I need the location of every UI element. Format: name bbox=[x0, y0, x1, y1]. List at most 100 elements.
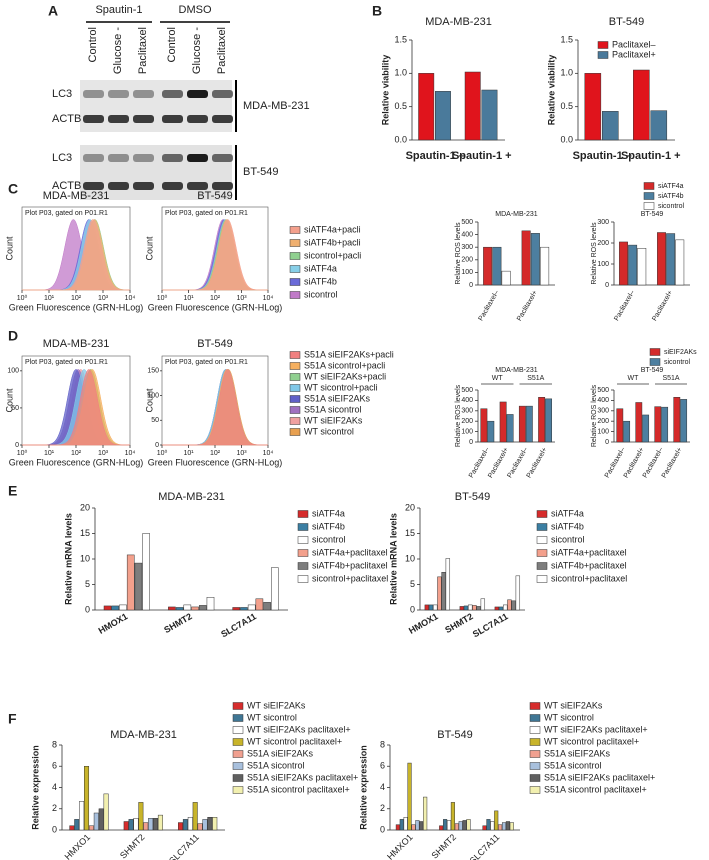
cell-line: BT-549 bbox=[243, 166, 278, 178]
chart-title: BT-549 bbox=[197, 338, 232, 350]
legend-swatch bbox=[297, 575, 309, 583]
legend-label: siATF4b+paclitaxel bbox=[312, 560, 388, 570]
legend-label: WT sicontrol bbox=[247, 712, 297, 722]
blot-band bbox=[133, 90, 154, 98]
legend-label: sicontrol+pacli bbox=[304, 250, 361, 260]
bar bbox=[481, 89, 498, 141]
legend-label: siATF4a bbox=[551, 508, 584, 518]
bar bbox=[482, 825, 487, 831]
bar bbox=[628, 244, 638, 286]
legend-swatch bbox=[232, 738, 244, 746]
y-tick-label: 1.0 bbox=[394, 68, 407, 78]
y-tick-label: 2 bbox=[380, 803, 385, 813]
bar bbox=[79, 801, 85, 831]
bar bbox=[240, 607, 248, 611]
panel-letter: E bbox=[8, 483, 17, 499]
legend-swatch bbox=[529, 786, 541, 794]
group-label: S51A bbox=[662, 375, 679, 382]
histogram bbox=[162, 219, 268, 291]
bar bbox=[103, 605, 112, 611]
y-axis-label: Count bbox=[144, 388, 154, 413]
legend-label: WT siEIF2AKs bbox=[247, 700, 306, 710]
legend-swatch bbox=[232, 702, 244, 710]
legend-label: WT siEIF2AKs+pacli bbox=[304, 371, 386, 381]
legend-swatch bbox=[289, 406, 301, 414]
blot-band bbox=[108, 182, 129, 190]
bar bbox=[480, 598, 486, 611]
bar bbox=[509, 822, 514, 831]
chart-title: BT-549 bbox=[437, 729, 472, 741]
legend-label: siATF4b+pacli bbox=[304, 237, 361, 247]
x-tick-label: 10⁰ bbox=[17, 449, 28, 457]
x-tick-label: 10¹ bbox=[183, 450, 194, 457]
chart-title: BT-549 bbox=[609, 16, 644, 28]
legend-swatch bbox=[232, 726, 244, 734]
bar bbox=[175, 607, 184, 611]
legend-swatch bbox=[289, 351, 301, 359]
bar bbox=[142, 533, 150, 611]
panel-letter: B bbox=[372, 3, 382, 19]
y-tick-label: 0 bbox=[469, 282, 473, 289]
legend-label: WT siEIF2AKs paclitaxel+ bbox=[544, 724, 648, 734]
bar bbox=[187, 817, 193, 831]
y-tick-label: 500 bbox=[597, 387, 609, 394]
bar bbox=[197, 823, 203, 831]
legend-swatch bbox=[232, 774, 244, 782]
bar bbox=[69, 825, 75, 831]
bar bbox=[511, 600, 516, 611]
y-tick-label: 10 bbox=[80, 553, 90, 563]
bar bbox=[439, 825, 444, 831]
bar bbox=[111, 605, 120, 611]
y-tick-label: 20 bbox=[405, 502, 415, 512]
legend-swatch bbox=[232, 750, 244, 758]
legend-swatch bbox=[536, 549, 548, 557]
bar bbox=[503, 604, 508, 611]
legend-swatch bbox=[289, 428, 301, 436]
bar bbox=[411, 824, 416, 831]
bar bbox=[463, 605, 469, 611]
x-tick-label: 10³ bbox=[236, 295, 247, 302]
legend-swatch bbox=[536, 510, 548, 518]
bar bbox=[454, 823, 459, 831]
y-tick-label: 0.5 bbox=[394, 101, 407, 111]
legend-label: siATF4a bbox=[658, 183, 684, 190]
bar bbox=[459, 606, 465, 611]
bar bbox=[538, 397, 546, 443]
y-tick-label: 0 bbox=[605, 282, 609, 289]
bar bbox=[486, 819, 491, 831]
x-tick-label: Paclitaxel– bbox=[613, 289, 636, 322]
plot-subtitle: Plot P03, gated on P01.R1 bbox=[25, 359, 108, 366]
panel-letter: F bbox=[8, 711, 17, 727]
chart-title: BT-549 bbox=[641, 211, 664, 218]
legend-label: WT sicontrol paclitaxel+ bbox=[247, 736, 342, 746]
y-tick-label: 300 bbox=[461, 408, 473, 415]
x-tick-label: HMOX1 bbox=[407, 611, 440, 636]
legend-swatch bbox=[232, 786, 244, 794]
x-tick-label: 10⁰ bbox=[17, 294, 28, 302]
y-tick-label: 100 bbox=[7, 368, 19, 375]
bar bbox=[126, 554, 135, 611]
legend-label: sicontrol bbox=[551, 534, 585, 544]
blot-band bbox=[187, 115, 208, 123]
y-tick-label: 100 bbox=[597, 261, 609, 268]
bar bbox=[399, 819, 404, 831]
blot-band bbox=[83, 115, 104, 123]
x-tick-label: 10² bbox=[71, 295, 82, 302]
chart-title: MDA-MB-231 bbox=[495, 211, 538, 218]
bar bbox=[616, 408, 624, 443]
y-tick-label: 0 bbox=[155, 442, 159, 449]
bar bbox=[168, 606, 176, 611]
y-tick-label: 300 bbox=[597, 219, 609, 226]
bar bbox=[501, 270, 511, 286]
legend-swatch bbox=[597, 41, 609, 49]
bar bbox=[635, 402, 643, 443]
bar bbox=[661, 406, 669, 443]
y-tick-label: 5 bbox=[410, 579, 415, 589]
bar bbox=[443, 819, 448, 831]
x-tick-label: 10⁰ bbox=[157, 449, 168, 457]
bar bbox=[633, 69, 650, 141]
y-tick-label: 6 bbox=[52, 761, 57, 771]
bar bbox=[419, 821, 424, 831]
legend-swatch bbox=[536, 562, 548, 570]
legend-label: siATF4b bbox=[551, 521, 584, 531]
